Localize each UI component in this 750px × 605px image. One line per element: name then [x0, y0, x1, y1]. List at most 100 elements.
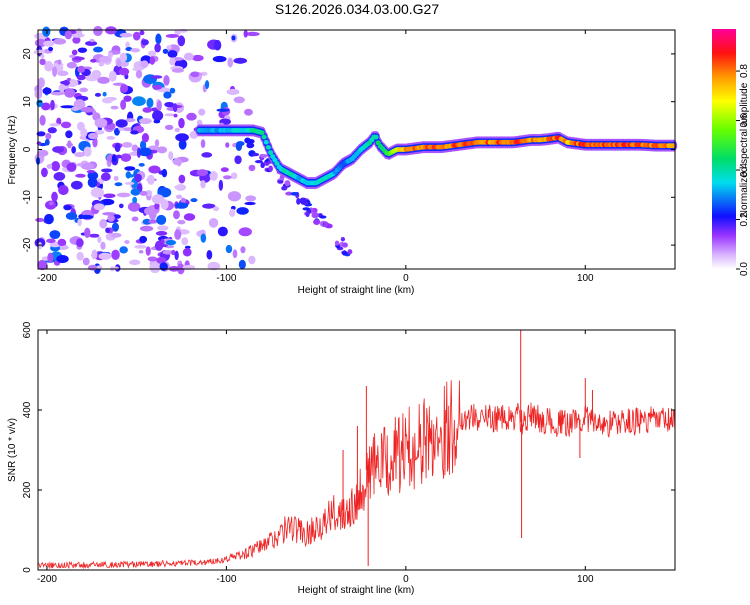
noise-cell	[169, 57, 176, 66]
noise-cell	[154, 202, 160, 210]
noise-cell	[161, 168, 168, 178]
branch-cell	[260, 162, 265, 169]
noise-cell	[36, 131, 46, 137]
noise-cell	[138, 118, 152, 125]
branch-cell	[281, 185, 288, 191]
noise-cell	[65, 130, 73, 139]
noise-cell	[248, 255, 256, 265]
noise-cell	[120, 153, 132, 162]
noise-cell	[111, 222, 119, 232]
noise-cell	[101, 168, 113, 173]
noise-cell	[183, 52, 194, 61]
branch-cell	[340, 236, 346, 242]
noise-cell	[43, 40, 55, 47]
spectrogram-heatmap	[33, 25, 678, 275]
noise-cell	[71, 146, 76, 154]
ridge-core	[267, 150, 274, 155]
noise-cell	[111, 249, 120, 261]
noise-cell	[84, 227, 91, 239]
noise-cell	[145, 246, 151, 256]
noise-cell	[52, 146, 65, 153]
noise-cell	[204, 80, 210, 90]
noise-cell	[111, 154, 117, 163]
noise-cell	[106, 136, 116, 140]
noise-cell	[114, 142, 121, 153]
noise-cell	[236, 207, 249, 215]
noise-cell	[138, 250, 144, 254]
noise-cell	[102, 212, 116, 216]
branch-cell	[268, 165, 273, 172]
noise-cell	[100, 172, 111, 182]
branch-cell	[311, 212, 319, 219]
noise-cell	[147, 256, 158, 262]
noise-cell	[225, 142, 230, 148]
noise-cell	[110, 105, 119, 110]
colorbar-tick-label: 0.8	[739, 64, 750, 78]
noise-cell	[51, 161, 61, 172]
snr-y-ticks: 0 200 400 600	[22, 321, 675, 573]
noise-cell	[42, 87, 52, 95]
noise-cell	[93, 25, 103, 37]
noise-cell	[123, 95, 132, 102]
noise-cell	[130, 48, 141, 53]
noise-cell	[87, 264, 98, 271]
noise-cell	[97, 76, 110, 84]
noise-cell	[101, 97, 114, 104]
noise-cell	[103, 193, 116, 199]
noise-cell	[140, 60, 149, 68]
noise-cell	[208, 217, 219, 228]
noise-cell	[100, 241, 106, 250]
noise-cell	[115, 154, 122, 159]
noise-cell	[120, 83, 129, 93]
noise-cell	[200, 71, 208, 76]
noise-cell	[36, 141, 42, 146]
noise-cell	[130, 130, 139, 135]
noise-cell	[94, 129, 105, 135]
noise-cell	[243, 30, 248, 38]
noise-cell	[89, 233, 100, 238]
noise-cell	[196, 119, 203, 126]
noise-cell	[166, 45, 172, 50]
branch-cell	[299, 197, 307, 205]
noise-cell	[41, 167, 48, 178]
noise-cell	[165, 239, 177, 246]
noise-cell	[226, 88, 240, 95]
noise-cell	[90, 187, 105, 198]
noise-cell	[47, 252, 54, 263]
noise-cell	[135, 69, 143, 79]
noise-cell	[77, 65, 86, 73]
ridge-core	[259, 130, 265, 136]
noise-cell	[163, 75, 170, 86]
noise-cell	[76, 251, 84, 261]
snr-spikes	[342, 330, 593, 566]
snr-x-ticks: -200 -100 0 100	[37, 330, 594, 585]
noise-cell	[96, 265, 103, 269]
noise-cell	[66, 162, 77, 172]
noise-cell	[120, 99, 127, 110]
colorbar-tick-label: 0.6	[739, 113, 750, 127]
noise-cell	[207, 261, 221, 271]
branch-cell	[342, 242, 348, 248]
noise-cell	[33, 49, 46, 55]
noise-cell	[35, 217, 45, 222]
branch-cell	[323, 221, 329, 227]
noise-cell	[64, 88, 76, 98]
noise-cell	[248, 164, 256, 172]
spectrogram-y-ticks: -20 -10 0 10 20	[22, 48, 675, 252]
noise-cell	[240, 246, 246, 254]
noise-cell	[225, 244, 233, 254]
noise-cell	[132, 96, 146, 107]
noise-cell	[125, 41, 130, 49]
noise-cell	[69, 54, 76, 58]
noise-cell	[67, 140, 72, 149]
noise-cell	[157, 146, 168, 154]
noise-cell	[148, 165, 161, 174]
noise-cell	[46, 238, 56, 244]
noise-cell	[89, 38, 95, 43]
noise-cell	[174, 127, 181, 133]
branch-cell	[296, 197, 301, 205]
noise-cell	[114, 182, 123, 187]
y-tick-label: 600	[22, 321, 33, 338]
noise-cell	[201, 152, 213, 158]
